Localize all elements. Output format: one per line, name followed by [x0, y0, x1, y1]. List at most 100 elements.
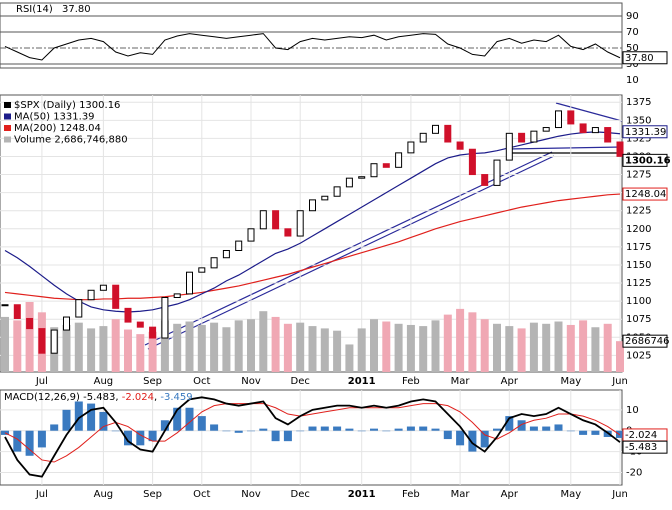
y-tick-label: 50 — [626, 43, 639, 54]
candle — [112, 284, 120, 309]
y-tick-label: 1125 — [626, 278, 651, 289]
x-tick-label: 2011 — [348, 376, 376, 387]
volume-bar — [443, 314, 452, 372]
volume-bar — [62, 324, 71, 372]
value-tag-label: 1248.04 — [625, 189, 666, 200]
trend-line — [555, 102, 623, 122]
histogram-bar — [50, 424, 59, 431]
volume-bar — [542, 323, 551, 372]
histogram-bar — [197, 416, 206, 431]
legend-value: -5.483 — [83, 392, 115, 403]
histogram-bar — [148, 430, 157, 442]
x-tick-label: Sep — [143, 376, 162, 387]
candle — [432, 124, 439, 134]
volume-bar — [173, 323, 182, 372]
candle — [542, 127, 550, 132]
volume-bar — [247, 319, 255, 372]
candle — [419, 132, 427, 143]
candle — [259, 210, 267, 230]
candle — [345, 177, 353, 188]
y-tick-label: 1175 — [626, 242, 651, 253]
histogram-bar — [456, 430, 465, 446]
volume-bar — [431, 320, 440, 372]
x-tick-label: Mar — [451, 489, 471, 500]
candle — [370, 163, 378, 178]
volume-bar — [308, 326, 317, 372]
x-tick-label: Aug — [94, 376, 114, 387]
y-tick-label: 30 — [626, 59, 639, 70]
legend-swatch — [4, 125, 11, 131]
legend-name: $SPX (Daily) — [14, 100, 76, 111]
x-tick-label: Jun — [611, 489, 628, 500]
histogram-bar — [283, 430, 292, 442]
rsi-panel — [0, 2, 623, 69]
volume-bar — [136, 334, 145, 372]
volume-bar — [210, 322, 219, 372]
candle — [149, 326, 157, 339]
value-tag-label: 1331.39 — [625, 127, 666, 138]
volume-bar — [554, 321, 563, 372]
volume-bar — [283, 323, 292, 372]
volume-bar — [357, 328, 366, 372]
volume-bar — [320, 328, 329, 372]
value-tag — [622, 51, 668, 65]
candle — [210, 257, 218, 269]
candle — [382, 163, 390, 168]
ma200-line — [4, 193, 621, 301]
candle — [555, 110, 562, 129]
value-tag-label: 37.80 — [625, 53, 654, 64]
legend-value: 1248.04 — [60, 123, 101, 134]
legend-value: -3.459 — [160, 392, 192, 403]
candle — [235, 240, 243, 251]
candle — [591, 127, 599, 134]
value-tag-label: 1300.16 — [625, 155, 671, 166]
legend-value: 2,686,746,880 — [54, 135, 127, 146]
volume-bar — [394, 323, 403, 372]
y-tick-label: 70 — [626, 27, 639, 38]
trend-line — [506, 146, 623, 150]
histogram-bar — [591, 430, 600, 435]
histogram-bar — [616, 430, 624, 438]
volume-bar — [99, 326, 108, 372]
candle — [530, 130, 538, 143]
histogram-bar — [160, 420, 169, 431]
volume-bar — [234, 320, 243, 372]
volume-bar — [160, 320, 169, 372]
histogram-bar — [136, 430, 145, 446]
histogram-bar — [406, 426, 415, 431]
volume-bar — [591, 327, 600, 372]
candle — [321, 195, 329, 201]
volume-bar — [579, 320, 588, 372]
legend-swatch — [4, 113, 11, 120]
value-tag — [622, 187, 668, 201]
volume-bar — [197, 324, 206, 372]
histogram-bar — [247, 430, 255, 432]
x-tick-label: Oct — [193, 376, 210, 387]
candle — [124, 307, 132, 323]
rsi-value: 37.80 — [62, 4, 91, 15]
value-tag — [622, 334, 668, 348]
x-tick-label: Sep — [143, 489, 162, 500]
y-tick-label: 1225 — [626, 206, 651, 217]
ma50-line — [4, 131, 621, 313]
trend-lines — [144, 102, 623, 350]
x-tick-label: 2011 — [348, 489, 376, 500]
value-tag — [622, 153, 668, 167]
volume-bar — [87, 328, 96, 372]
candle — [161, 297, 169, 339]
volume-bar — [616, 341, 624, 372]
candle — [395, 152, 403, 168]
histogram-bar — [542, 426, 551, 431]
histogram-bar — [517, 420, 526, 431]
candle — [444, 124, 452, 143]
volume-bar — [370, 319, 378, 372]
histogram-bar — [394, 428, 403, 431]
value-tag-label: -2.024 — [625, 430, 657, 441]
candle — [518, 132, 526, 143]
x-tick-label: Dec — [291, 489, 310, 500]
histogram-bar — [271, 430, 280, 442]
histogram-bar — [210, 424, 219, 431]
histogram-bar — [62, 409, 71, 431]
volume-bar — [124, 329, 132, 372]
volume-bar — [345, 344, 354, 372]
